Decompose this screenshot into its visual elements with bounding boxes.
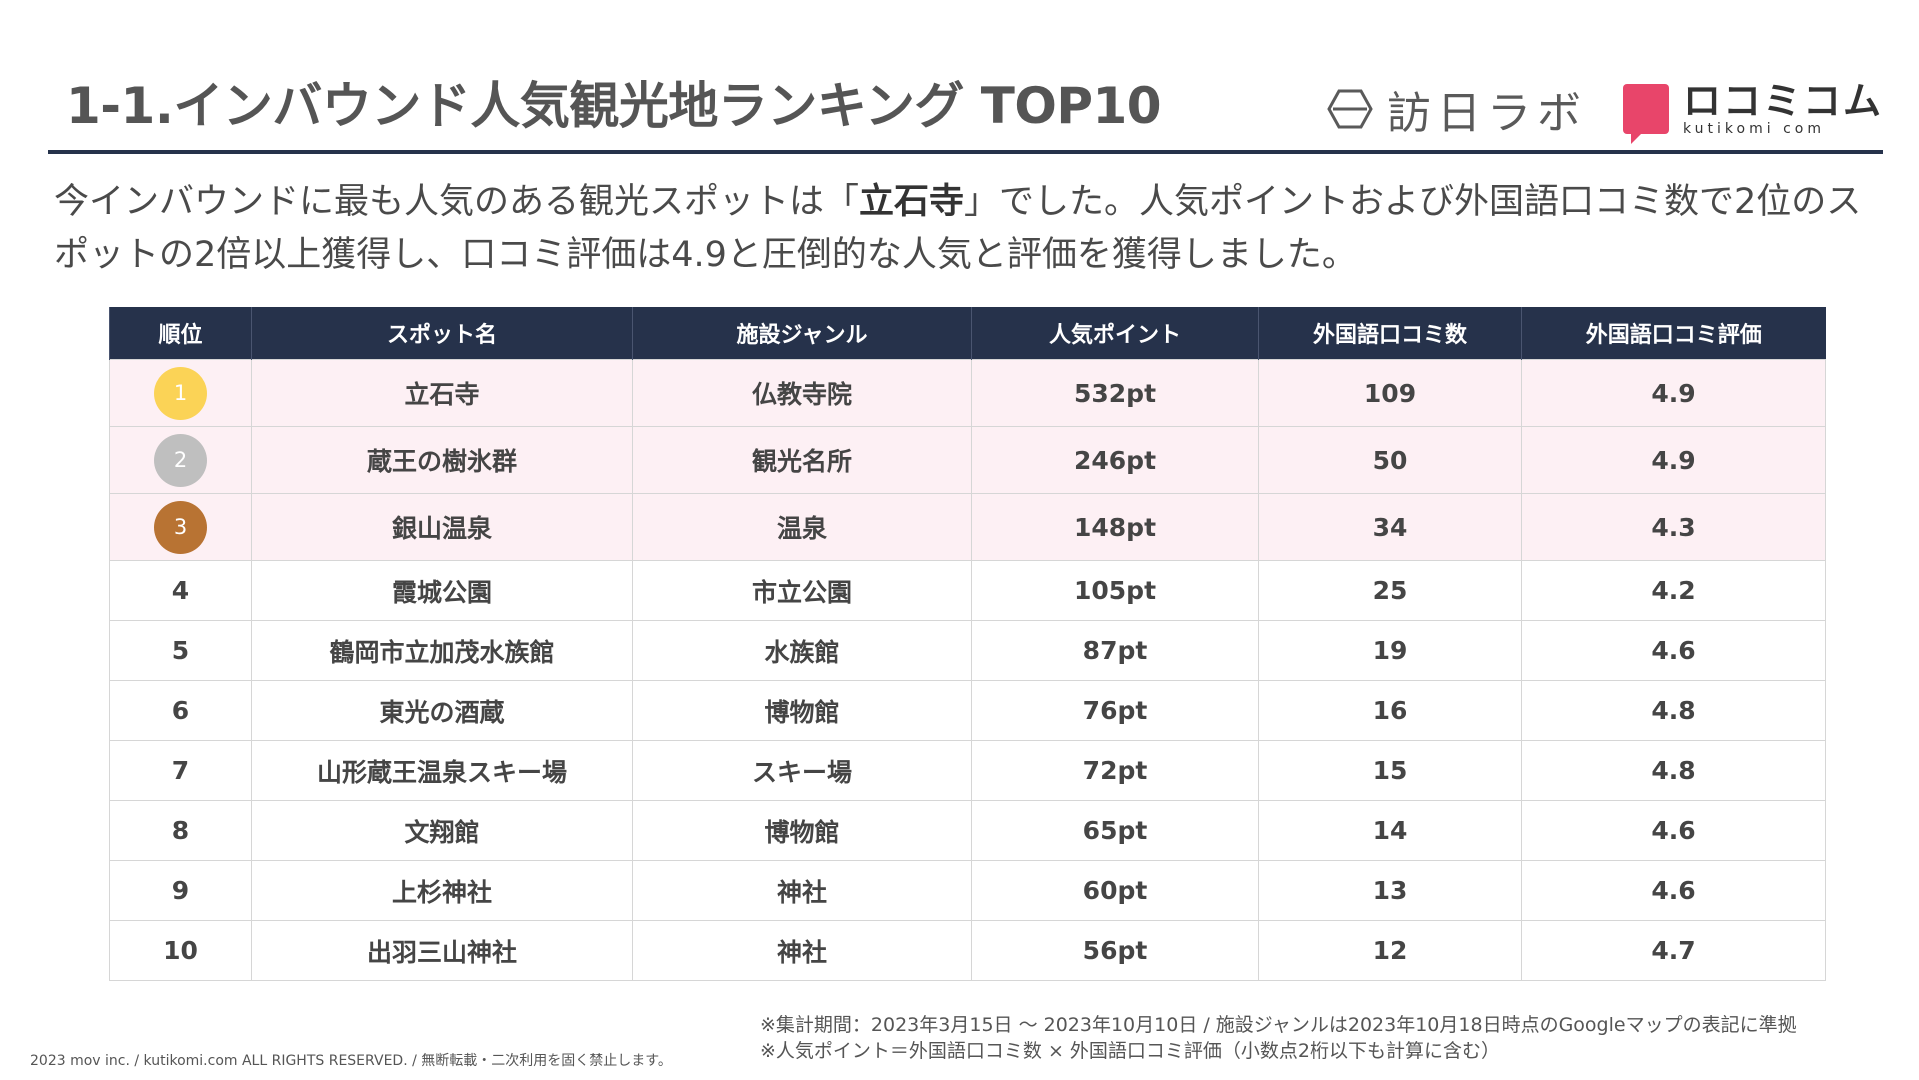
logo-area: 訪日ラボ ロコミコム kutikomi com [1327, 74, 1883, 144]
table-row: 5 鶴岡市立加茂水族館 水族館 87pt 19 4.6 [109, 620, 1826, 681]
rank-cell: 1 [109, 359, 252, 427]
copyright-notice: 2023 mov inc. / kutikomi.com ALL RIGHTS … [30, 1053, 672, 1069]
genre-cell: 市立公園 [632, 560, 972, 621]
ranking-table: 順位 スポット名 施設ジャンル 人気ポイント 外国語口コミ数 外国語口コミ評価 … [109, 307, 1826, 981]
rank-cell: 10 [109, 920, 252, 981]
spot-name-cell: 霞城公園 [251, 560, 633, 621]
table-row: 4 霞城公園 市立公園 105pt 25 4.2 [109, 560, 1826, 621]
spot-name-cell: 銀山温泉 [251, 493, 633, 561]
spot-name-cell: 鶴岡市立加茂水族館 [251, 620, 633, 681]
points-cell: 72pt [971, 740, 1259, 801]
footnote-period: ※集計期間：2023年3月15日 〜 2023年10月10日 / 施設ジャンルは… [760, 1014, 1797, 1036]
header-review-rating: 外国語口コミ評価 [1521, 307, 1826, 360]
page-title: 1-1.インバウンド人気観光地ランキング TOP10 [66, 77, 1162, 135]
kutikomi-speech-bubble-icon [1622, 84, 1669, 144]
lead-paragraph: 今インバウンドに最も人気のある観光スポットは「立石寺」でした。人気ポイントおよび… [54, 176, 1874, 282]
rank-medal-icon: 3 [154, 500, 207, 554]
genre-cell: 温泉 [632, 493, 972, 561]
hojin-lab-logo: 訪日ラボ [1327, 77, 1587, 141]
rating-cell: 4.3 [1521, 493, 1826, 561]
review-count-cell: 109 [1258, 359, 1522, 427]
rating-cell: 4.6 [1521, 860, 1826, 921]
points-cell: 60pt [971, 860, 1259, 921]
spot-name-cell: 上杉神社 [251, 860, 633, 921]
lead-text-before: 今インバウンドに最も人気のある観光スポットは「 [54, 182, 860, 222]
genre-cell: 博物館 [632, 800, 972, 861]
spot-name-cell: 東光の酒蔵 [251, 680, 633, 741]
hojin-lab-hexagon-icon [1327, 89, 1373, 129]
rank-medal-icon: 1 [154, 366, 207, 420]
review-count-cell: 19 [1258, 620, 1522, 681]
points-cell: 76pt [971, 680, 1259, 741]
table-row: 7 山形蔵王温泉スキー場 スキー場 72pt 15 4.8 [109, 740, 1826, 801]
genre-cell: スキー場 [632, 740, 972, 801]
footnotes: ※集計期間：2023年3月15日 〜 2023年10月10日 / 施設ジャンルは… [760, 1012, 1797, 1064]
table-row: 9 上杉神社 神社 60pt 13 4.6 [109, 860, 1826, 921]
genre-cell: 神社 [632, 920, 972, 981]
points-cell: 87pt [971, 620, 1259, 681]
table-header-row: 順位 スポット名 施設ジャンル 人気ポイント 外国語口コミ数 外国語口コミ評価 [109, 307, 1826, 360]
rank-cell: 9 [109, 860, 252, 921]
spot-name-cell: 蔵王の樹氷群 [251, 426, 633, 494]
rating-cell: 4.8 [1521, 680, 1826, 741]
spot-name-cell: 立石寺 [251, 359, 633, 427]
footnote-points-formula: ※人気ポイント＝外国語口コミ数 × 外国語口コミ評価（小数点2桁以下も計算に含む… [760, 1040, 1501, 1062]
points-cell: 105pt [971, 560, 1259, 621]
kutikomi-logo: ロコミコム kutikomi com [1622, 79, 1883, 144]
points-cell: 246pt [971, 426, 1259, 494]
spot-name-cell: 文翔館 [251, 800, 633, 861]
hojin-lab-logo-text: 訪日ラボ [1386, 88, 1587, 139]
table-row: 3 銀山温泉 温泉 148pt 34 4.3 [109, 493, 1826, 561]
points-cell: 56pt [971, 920, 1259, 981]
rank-cell: 2 [109, 426, 252, 494]
spot-name-cell: 山形蔵王温泉スキー場 [251, 740, 633, 801]
lead-highlight: 立石寺 [859, 182, 965, 222]
rating-cell: 4.9 [1521, 359, 1826, 427]
kutikomi-logo-subtext: kutikomi com [1682, 121, 1825, 137]
rating-cell: 4.8 [1521, 740, 1826, 801]
table-row: 6 東光の酒蔵 博物館 76pt 16 4.8 [109, 680, 1826, 741]
title-divider [48, 150, 1883, 154]
table-row: 1 立石寺 仏教寺院 532pt 109 4.9 [109, 359, 1826, 427]
points-cell: 65pt [971, 800, 1259, 861]
rank-cell: 5 [109, 620, 252, 681]
rank-cell: 7 [109, 740, 252, 801]
rank-medal-icon: 2 [154, 433, 207, 487]
header-rank: 順位 [109, 307, 252, 360]
spot-name-cell: 出羽三山神社 [251, 920, 633, 981]
genre-cell: 神社 [632, 860, 972, 921]
review-count-cell: 25 [1258, 560, 1522, 621]
review-count-cell: 13 [1258, 860, 1522, 921]
points-cell: 148pt [971, 493, 1259, 561]
genre-cell: 水族館 [632, 620, 972, 681]
rating-cell: 4.2 [1521, 560, 1826, 621]
rank-cell: 3 [109, 493, 252, 561]
genre-cell: 観光名所 [632, 426, 972, 494]
genre-cell: 博物館 [632, 680, 972, 741]
table-row: 2 蔵王の樹氷群 観光名所 246pt 50 4.9 [109, 426, 1826, 494]
rating-cell: 4.9 [1521, 426, 1826, 494]
review-count-cell: 12 [1258, 920, 1522, 981]
lead-text-after: 」でした。人気ポイントおよび外国語口コミ数で2位のスポットの2倍以上獲得し、口コ… [54, 182, 1862, 275]
genre-cell: 仏教寺院 [632, 359, 972, 427]
table-row: 8 文翔館 博物館 65pt 14 4.6 [109, 800, 1826, 861]
rank-cell: 8 [109, 800, 252, 861]
rank-cell: 6 [109, 680, 252, 741]
points-cell: 532pt [971, 359, 1259, 427]
table-row: 10 出羽三山神社 神社 56pt 12 4.7 [109, 920, 1826, 981]
header-points: 人気ポイント [971, 307, 1259, 360]
review-count-cell: 34 [1258, 493, 1522, 561]
rating-cell: 4.6 [1521, 800, 1826, 861]
rating-cell: 4.6 [1521, 620, 1826, 681]
header-spot-name: スポット名 [251, 307, 633, 360]
review-count-cell: 14 [1258, 800, 1522, 861]
header-review-count: 外国語口コミ数 [1258, 307, 1522, 360]
rating-cell: 4.7 [1521, 920, 1826, 981]
header-genre: 施設ジャンル [632, 307, 972, 360]
kutikomi-logo-text: ロコミコム [1682, 79, 1883, 123]
rank-cell: 4 [109, 560, 252, 621]
review-count-cell: 15 [1258, 740, 1522, 801]
review-count-cell: 16 [1258, 680, 1522, 741]
review-count-cell: 50 [1258, 426, 1522, 494]
